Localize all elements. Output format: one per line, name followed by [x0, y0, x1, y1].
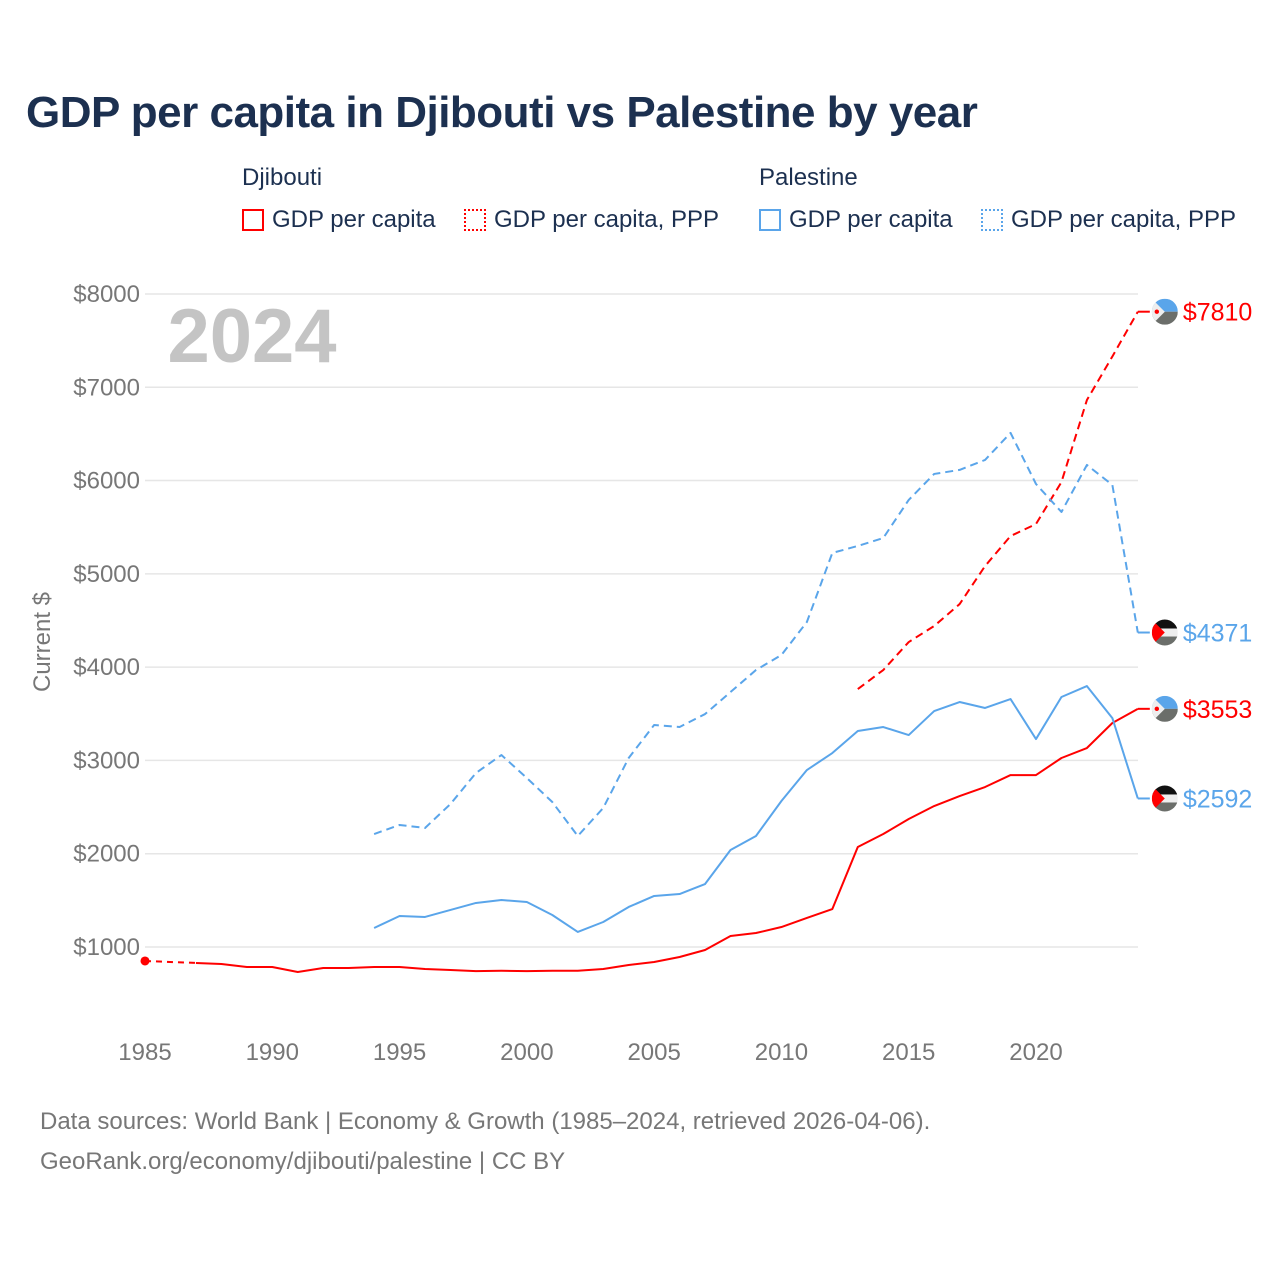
palestine-flag-icon [1151, 785, 1178, 812]
x-tick-label: 1995 [373, 1039, 426, 1066]
flag-body [1151, 619, 1178, 646]
legend-djibouti-ppp[interactable]: GDP per capita, PPP [464, 206, 719, 234]
x-tick-label: 1990 [246, 1039, 299, 1066]
flag-star [1154, 706, 1160, 712]
x-tick-label: 2010 [755, 1039, 808, 1066]
legend-swatch-dotted-blue [981, 209, 1003, 231]
x-tick-label: 1985 [118, 1039, 171, 1066]
flag-triangle [1151, 785, 1165, 812]
y-tick-label: $2000 [73, 841, 140, 868]
year-watermark: 2024 [167, 294, 336, 379]
djibouti-flag-icon [1151, 695, 1178, 722]
flag-stripe [1151, 802, 1178, 812]
series-line-palestine-gdp-per-capita-ppp [373, 431, 1139, 837]
x-tick-label: 2000 [500, 1039, 553, 1066]
x-tick-label: 2020 [1009, 1039, 1062, 1066]
series-start-dot [140, 956, 150, 966]
flag-body [1151, 298, 1178, 325]
series-line-djibouti-gdp-per-capita-ppp [857, 311, 1139, 690]
x-tick-label: 2005 [627, 1039, 680, 1066]
y-tick-label: $4000 [73, 654, 140, 681]
series-gap-djibouti-gdp-per-capita [144, 959, 196, 964]
legend-swatch-dotted-red [464, 209, 486, 231]
end-value-label: $4371 [1183, 620, 1253, 648]
flag-stripe [1151, 785, 1178, 795]
flag-triangle [1151, 619, 1165, 646]
source-line-1: Data sources: World Bank | Economy & Gro… [40, 1108, 931, 1135]
y-tick-label: $1000 [73, 934, 140, 961]
flag-stripe [1151, 636, 1178, 646]
flag-stripe [1151, 619, 1178, 629]
series-line-palestine-gdp-per-capita [373, 685, 1139, 933]
flag-body [1151, 695, 1178, 722]
legend-swatch-solid-red [242, 209, 264, 231]
chart-title: GDP per capita in Djibouti vs Palestine … [26, 88, 978, 137]
legend-label: GDP per capita, PPP [1011, 206, 1236, 233]
legend-group-palestine: Palestine [759, 164, 858, 191]
x-tick-label: 2015 [882, 1039, 935, 1066]
y-tick-label: $5000 [73, 561, 140, 588]
legend-label: GDP per capita [272, 206, 436, 233]
palestine-flag-icon [1151, 619, 1178, 646]
flag-body [1151, 785, 1178, 812]
y-tick-label: $3000 [73, 747, 140, 774]
legend-group-djibouti: Djibouti [242, 164, 323, 191]
source-line-2[interactable]: GeoRank.org/economy/djibouti/palestine |… [40, 1148, 566, 1175]
y-axis-label: Current $ [29, 592, 56, 692]
series-line-djibouti-gdp-per-capita [195, 707, 1139, 974]
legend-palestine-ppp[interactable]: GDP per capita, PPP [981, 206, 1236, 234]
y-tick-label: $6000 [73, 468, 140, 495]
djibouti-flag-icon [1151, 298, 1178, 325]
end-value-label: $3553 [1183, 696, 1253, 724]
legend-label: GDP per capita [789, 206, 953, 233]
y-tick-label: $8000 [73, 281, 140, 308]
end-value-label: $2592 [1183, 785, 1253, 813]
legend-palestine-gdp[interactable]: GDP per capita [759, 206, 953, 234]
flag-star [1154, 309, 1160, 314]
legend-swatch-solid-blue [759, 209, 781, 231]
legend-djibouti-gdp[interactable]: GDP per capita [242, 206, 436, 234]
end-value-label: $7810 [1183, 299, 1253, 327]
legend-label: GDP per capita, PPP [494, 206, 719, 233]
y-tick-label: $7000 [73, 374, 140, 401]
